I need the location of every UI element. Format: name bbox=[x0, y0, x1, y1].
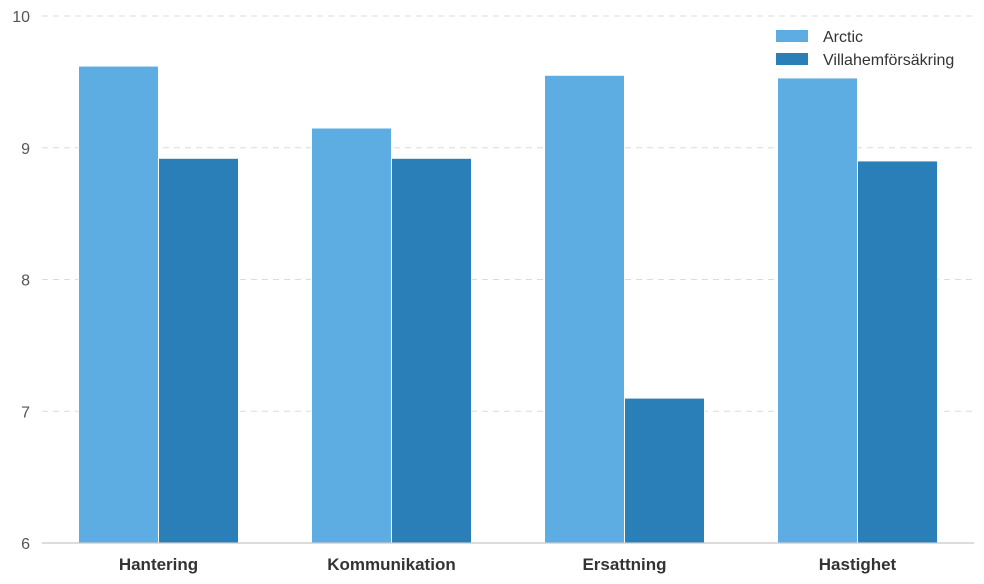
bar-arctic-kommunikation bbox=[311, 127, 392, 544]
bar-villahemf-rs-kring-kommunikation bbox=[391, 157, 472, 544]
y-tick-label: 10 bbox=[12, 9, 30, 26]
legend-swatch bbox=[776, 53, 808, 65]
x-tick-labels: Hantering Kommunikation Ersattning Hastighe… bbox=[119, 555, 897, 574]
legend: Arctic Villahemförsäkring bbox=[776, 29, 954, 69]
bar-arctic-hantering bbox=[78, 65, 159, 544]
bar-villahemf-rs-kring-ersattning bbox=[624, 397, 705, 544]
x-tick-label: Kommunikation bbox=[327, 555, 455, 574]
y-tick-label: 6 bbox=[21, 536, 30, 553]
x-tick-label: Ersattning bbox=[582, 555, 666, 574]
y-tick-label: 8 bbox=[21, 273, 30, 290]
bar-arctic-hastighet bbox=[777, 77, 858, 544]
x-tick-label: Hastighet bbox=[819, 555, 897, 574]
x-tick-label: Hantering bbox=[119, 555, 198, 574]
legend-label: Arctic bbox=[823, 29, 863, 46]
legend-label: Villahemförsäkring bbox=[823, 52, 954, 69]
y-tick-labels: 6 7 8 9 10 bbox=[12, 9, 30, 553]
bar-villahemf-rs-kring-hantering bbox=[158, 157, 239, 544]
y-tick-label: 9 bbox=[21, 141, 30, 158]
bar-villahemf-rs-kring-hastighet bbox=[857, 160, 938, 544]
bar-group bbox=[78, 65, 938, 544]
bar-arctic-ersattning bbox=[544, 74, 625, 544]
legend-swatch bbox=[776, 30, 808, 42]
y-tick-label: 7 bbox=[21, 404, 30, 421]
